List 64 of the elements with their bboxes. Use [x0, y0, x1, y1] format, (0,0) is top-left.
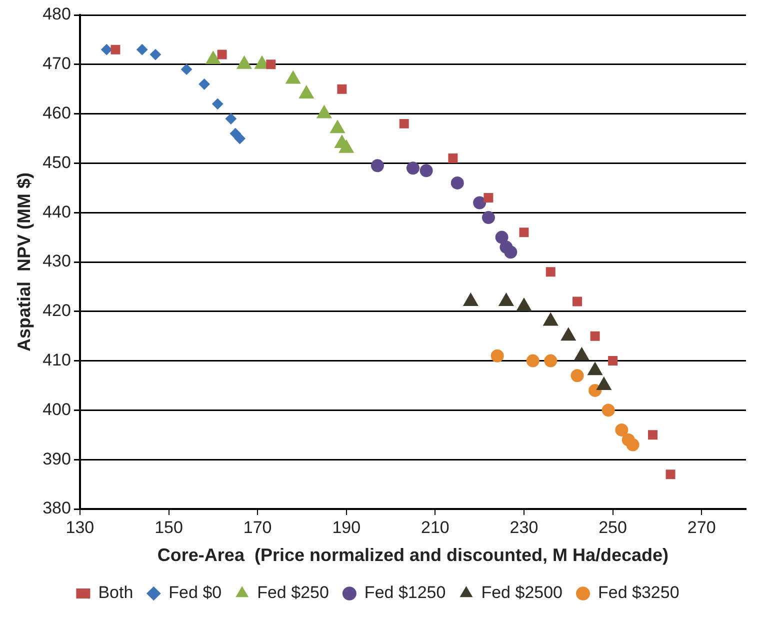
y-tick-label: 380 [42, 498, 71, 518]
point [526, 354, 540, 368]
point [590, 331, 600, 341]
point [484, 193, 494, 203]
point [212, 98, 224, 110]
point [602, 404, 615, 417]
point [370, 159, 384, 172]
point [110, 44, 120, 54]
y-tick-label: 460 [42, 103, 71, 122]
point [217, 50, 227, 60]
y-tick-label: 420 [42, 301, 71, 320]
point [225, 113, 236, 124]
point [448, 154, 458, 164]
point [420, 164, 433, 178]
x-tick-label: 150 [154, 518, 183, 537]
x-tick-label: 170 [243, 518, 272, 537]
x-tick-label: 270 [687, 518, 716, 537]
point [399, 118, 409, 128]
legend-label: Fed $3250 [598, 583, 680, 602]
legend-label: Fed $1250 [364, 583, 446, 602]
legend-label: Both [98, 583, 134, 602]
x-tick-label: 130 [66, 518, 94, 537]
point [482, 211, 495, 224]
point [181, 64, 192, 75]
y-tick-label: 410 [42, 350, 71, 370]
y-tick-label: 450 [42, 152, 71, 172]
point [136, 44, 148, 56]
point [450, 176, 464, 190]
point [504, 246, 518, 259]
point [337, 84, 347, 94]
point [570, 369, 584, 382]
point [495, 230, 508, 244]
point [666, 470, 676, 480]
point [406, 162, 420, 175]
point [546, 267, 556, 277]
point [648, 430, 658, 440]
y-tick-label: 440 [42, 202, 71, 222]
point [608, 356, 618, 366]
point [266, 60, 276, 70]
point [544, 354, 558, 368]
point [234, 133, 246, 144]
point [626, 438, 640, 452]
point [490, 349, 504, 362]
x-tick-label: 250 [598, 518, 627, 537]
point [572, 296, 582, 306]
legend-label: Fed $0 [168, 583, 222, 602]
point [101, 44, 112, 56]
legend-label: Fed $2500 [481, 583, 563, 602]
legend-label: Fed $250 [257, 583, 329, 602]
y-tick-label: 480 [42, 4, 71, 24]
point [473, 196, 486, 210]
x-tick-label: 230 [510, 518, 538, 537]
point [519, 228, 529, 238]
point [615, 423, 628, 436]
point [150, 49, 161, 60]
y-tick-label: 390 [42, 449, 71, 468]
x-tick-label: 210 [420, 518, 450, 537]
point [198, 78, 210, 90]
y-tick-label: 400 [42, 400, 71, 419]
x-axis-title: Core-Area (Price normalized and discounted, M Ha/decade) [157, 545, 669, 566]
y-axis-title: Aspatial NPV (MM $) [14, 172, 34, 352]
y-tick-label: 430 [42, 252, 71, 271]
y-tick-label: 470 [42, 54, 71, 74]
x-tick-label: 190 [332, 518, 361, 537]
